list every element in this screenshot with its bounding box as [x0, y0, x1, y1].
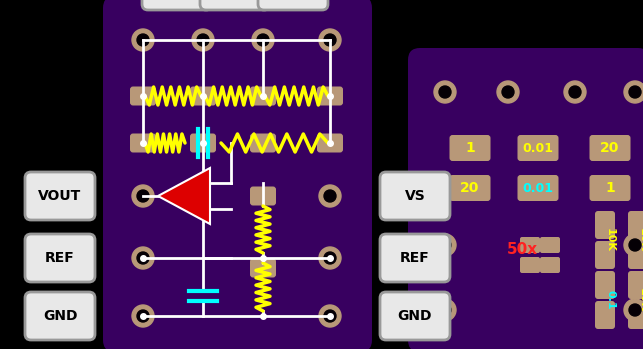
Text: 50x: 50x: [507, 243, 538, 258]
Text: 10K: 10K: [638, 288, 643, 312]
Text: 1: 1: [465, 141, 475, 155]
FancyBboxPatch shape: [380, 234, 450, 282]
FancyBboxPatch shape: [628, 271, 643, 299]
FancyBboxPatch shape: [250, 87, 276, 105]
FancyBboxPatch shape: [540, 237, 560, 253]
Circle shape: [132, 29, 154, 51]
FancyBboxPatch shape: [250, 134, 276, 153]
Circle shape: [192, 29, 214, 51]
Text: 1: 1: [605, 181, 615, 195]
FancyBboxPatch shape: [258, 0, 328, 10]
Circle shape: [324, 252, 336, 264]
Text: REF: REF: [400, 251, 430, 265]
FancyBboxPatch shape: [250, 259, 276, 277]
Text: REF: REF: [45, 251, 75, 265]
Text: 10K: 10K: [605, 228, 615, 252]
Circle shape: [319, 185, 341, 207]
FancyBboxPatch shape: [628, 241, 643, 269]
FancyBboxPatch shape: [590, 175, 631, 201]
Circle shape: [434, 234, 456, 256]
Circle shape: [132, 305, 154, 327]
Circle shape: [137, 310, 149, 322]
FancyBboxPatch shape: [317, 87, 343, 105]
Circle shape: [564, 81, 586, 103]
FancyBboxPatch shape: [317, 134, 343, 153]
Circle shape: [319, 247, 341, 269]
FancyBboxPatch shape: [449, 175, 491, 201]
FancyBboxPatch shape: [595, 241, 615, 269]
FancyBboxPatch shape: [103, 0, 372, 349]
Circle shape: [629, 239, 641, 251]
Circle shape: [252, 29, 274, 51]
Circle shape: [629, 304, 641, 316]
Circle shape: [624, 299, 643, 321]
Polygon shape: [158, 168, 210, 224]
Circle shape: [319, 29, 341, 51]
Circle shape: [324, 34, 336, 46]
FancyBboxPatch shape: [190, 87, 216, 105]
FancyBboxPatch shape: [380, 292, 450, 340]
Circle shape: [137, 252, 149, 264]
Circle shape: [324, 190, 336, 202]
Circle shape: [137, 34, 149, 46]
FancyBboxPatch shape: [628, 301, 643, 329]
Circle shape: [624, 81, 643, 103]
FancyBboxPatch shape: [200, 0, 270, 10]
Circle shape: [502, 86, 514, 98]
Circle shape: [439, 239, 451, 251]
FancyBboxPatch shape: [518, 175, 559, 201]
Circle shape: [629, 86, 641, 98]
FancyBboxPatch shape: [25, 292, 95, 340]
Circle shape: [197, 34, 209, 46]
FancyBboxPatch shape: [595, 271, 615, 299]
Text: VS: VS: [404, 189, 426, 203]
FancyBboxPatch shape: [250, 186, 276, 206]
Circle shape: [137, 190, 149, 202]
FancyBboxPatch shape: [130, 87, 156, 105]
FancyBboxPatch shape: [590, 135, 631, 161]
Text: 10K: 10K: [638, 228, 643, 252]
FancyBboxPatch shape: [595, 301, 615, 329]
FancyBboxPatch shape: [380, 172, 450, 220]
Text: 0.01: 0.01: [523, 181, 554, 194]
FancyBboxPatch shape: [25, 172, 95, 220]
Text: 20: 20: [601, 141, 620, 155]
Circle shape: [439, 86, 451, 98]
FancyBboxPatch shape: [520, 257, 540, 273]
FancyBboxPatch shape: [520, 237, 540, 253]
FancyBboxPatch shape: [628, 211, 643, 239]
FancyBboxPatch shape: [190, 134, 216, 153]
Text: 20: 20: [460, 181, 480, 195]
Circle shape: [324, 310, 336, 322]
FancyBboxPatch shape: [408, 48, 643, 349]
Circle shape: [319, 305, 341, 327]
FancyBboxPatch shape: [518, 135, 559, 161]
FancyBboxPatch shape: [449, 135, 491, 161]
Circle shape: [497, 81, 519, 103]
Circle shape: [257, 34, 269, 46]
Text: GND: GND: [398, 309, 432, 323]
Circle shape: [569, 86, 581, 98]
Circle shape: [624, 234, 643, 256]
Circle shape: [132, 247, 154, 269]
Circle shape: [434, 299, 456, 321]
Circle shape: [439, 304, 451, 316]
FancyBboxPatch shape: [142, 0, 212, 10]
Text: 0.01: 0.01: [523, 141, 554, 155]
Circle shape: [434, 81, 456, 103]
FancyBboxPatch shape: [25, 234, 95, 282]
Text: 0.1: 0.1: [605, 290, 615, 310]
FancyBboxPatch shape: [130, 134, 156, 153]
Text: GND: GND: [42, 309, 77, 323]
Text: VOUT: VOUT: [39, 189, 82, 203]
FancyBboxPatch shape: [595, 211, 615, 239]
FancyBboxPatch shape: [540, 257, 560, 273]
Circle shape: [132, 185, 154, 207]
